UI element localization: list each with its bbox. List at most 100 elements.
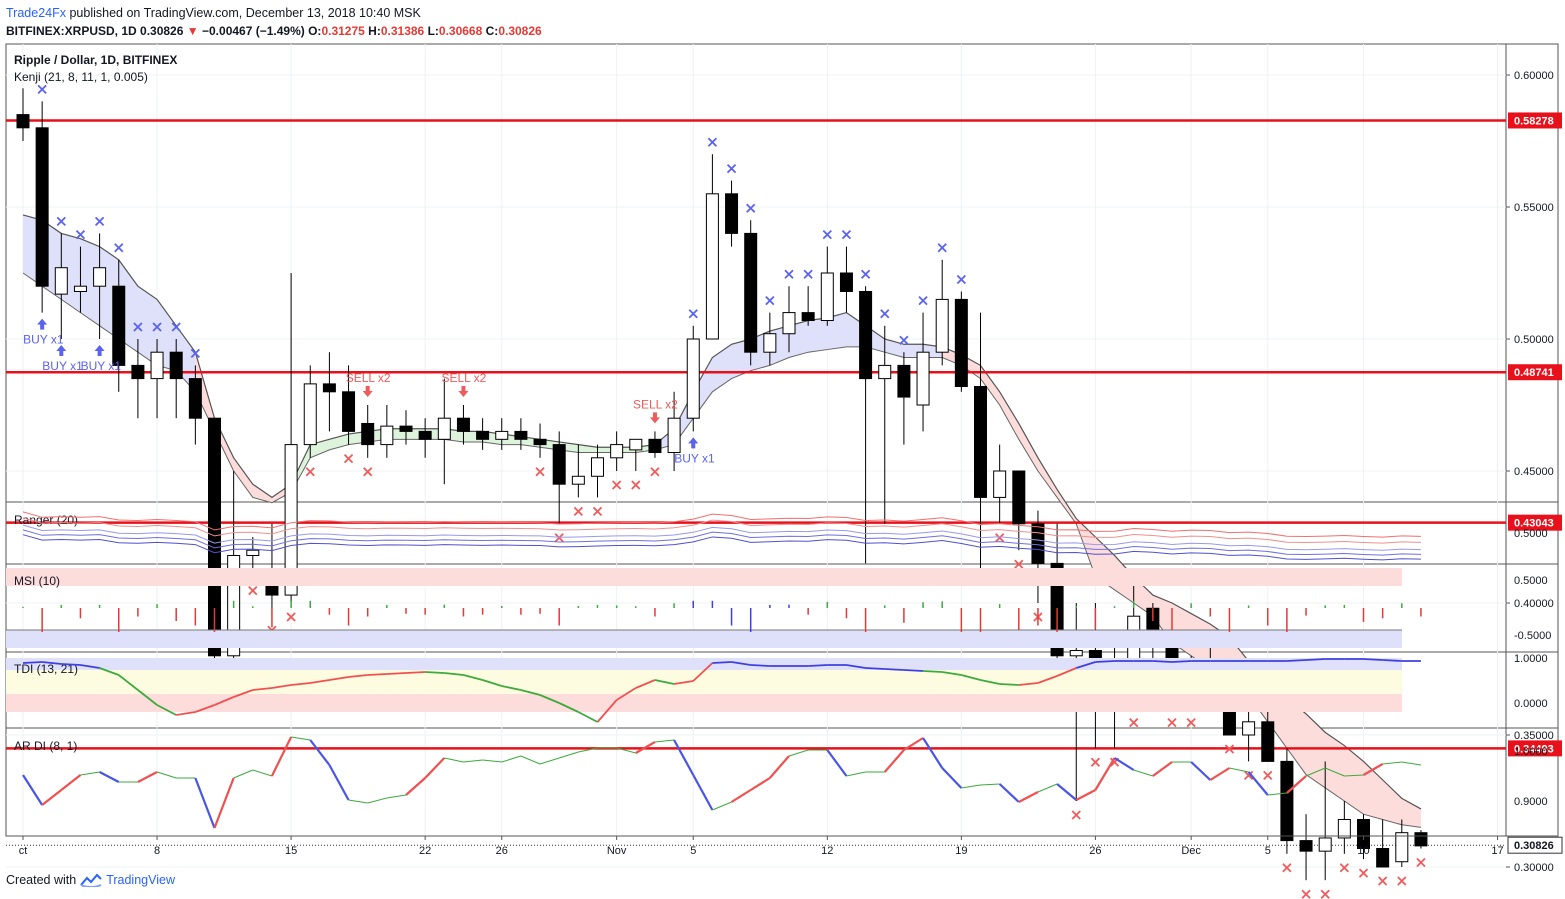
tdi-mid-zone: [6, 670, 1402, 694]
sell-cross-marker: [995, 533, 1005, 543]
sell-cross-marker: [1014, 559, 1024, 569]
sell-signal-label: SELL x2: [633, 397, 678, 411]
ardi-line-segment: [903, 737, 924, 751]
tdi-line-segment: [692, 662, 714, 682]
level-label: 0.34493: [1514, 743, 1554, 755]
ardi-line-segment: [156, 771, 177, 779]
candle-body: [878, 364, 892, 380]
y-tick-label: 0.60000: [1514, 70, 1554, 82]
kenji-cloud: [23, 214, 196, 392]
ardi-line-segment: [1018, 791, 1039, 803]
ardi-line-segment: [424, 757, 446, 779]
y-tick-label: 0.40000: [1514, 598, 1554, 610]
ardi-line-segment: [291, 736, 311, 741]
buy-cross-marker: [190, 348, 200, 359]
sell-cross-marker: [650, 467, 660, 477]
ardi-line-segment: [367, 797, 387, 804]
sell-cross-marker: [1397, 876, 1407, 886]
candle-body: [208, 417, 221, 657]
open-label: O:: [308, 24, 322, 38]
level-tag: [1508, 740, 1562, 757]
sell-cross-marker: [1224, 744, 1235, 754]
tdi-line-segment: [558, 702, 579, 713]
symbol-line: BITFINEX:XRPUSD, 1D 0.30826 ▼ −0.00467 (…: [6, 22, 542, 40]
ardi-line-segment: [348, 799, 368, 804]
candle-body: [418, 430, 432, 440]
x-tick-label: 17: [1491, 845, 1503, 857]
ardi-line-segment: [328, 764, 350, 801]
tdi-line-segment: [329, 676, 349, 681]
high-label: H:: [368, 24, 381, 38]
x-tick-label: 22: [419, 845, 431, 857]
y-tick-label: 0.9000: [1514, 796, 1548, 808]
price-pane[interactable]: 0.60000 0.55000 0.50000 0.45000 0.40000 0.350…: [6, 53, 1563, 899]
buy-cross-marker: [688, 309, 698, 319]
buy-arrow-icon: [688, 437, 699, 449]
last-price: 0.30826: [140, 24, 184, 38]
down-arrow-icon: ▼: [186, 24, 199, 38]
buy-cross-marker: [56, 216, 66, 227]
kenji-cloud: [942, 346, 1421, 828]
ranger-line: [22, 524, 1421, 551]
tdi-lower-zone: [6, 694, 1402, 712]
candle-body: [744, 232, 758, 353]
created-with-text: Created with: [6, 873, 77, 887]
publisher-name[interactable]: Trade24Fx: [6, 6, 66, 20]
sell-cross-marker: [286, 612, 296, 622]
candle-body: [629, 438, 643, 451]
ardi-line-segment: [941, 767, 963, 789]
tdi-line-segment: [539, 694, 560, 704]
publish-line: Trade24Fx published on TradingView.com, …: [6, 4, 542, 22]
buy-cross-marker: [956, 274, 966, 285]
x-tick-label: 15: [285, 845, 297, 857]
ardi-line-segment: [750, 777, 771, 791]
tdi-line-segment: [942, 671, 962, 676]
ardi-line-segment: [233, 769, 253, 779]
buy-cross-marker: [707, 137, 718, 147]
tdi-line-segment: [463, 674, 483, 681]
tdi-line-segment: [444, 672, 464, 676]
ardi-line-segment: [730, 789, 752, 803]
ardi-line-segment: [539, 757, 560, 765]
tdi-line-segment: [176, 711, 196, 716]
tradingview-brand[interactable]: TradingView: [106, 873, 175, 887]
tdi-line-segment: [884, 668, 904, 671]
tdi-line-segment: [1095, 660, 1115, 663]
y-tick-label: 0.55000: [1514, 202, 1554, 214]
candle-body: [667, 417, 681, 454]
last-price-tag: [1507, 836, 1563, 854]
ardi-line-segment: [1305, 767, 1326, 777]
candle-body: [974, 386, 987, 498]
tdi-line-segment: [1018, 682, 1039, 686]
tdi-line-segment: [80, 664, 100, 669]
buy-cross-marker: [784, 269, 794, 279]
price-scale-box: [1505, 43, 1559, 837]
time-axis[interactable]: ct 8 15 22 26 Nov 5 12 19 26 Dec 5 10 17: [6, 835, 1558, 857]
tdi-line-segment: [118, 674, 139, 691]
candle-body: [476, 430, 490, 440]
sell-cross-marker: [612, 480, 622, 490]
sell-cross-marker: [1358, 868, 1369, 878]
ardi-line-segment: [1401, 761, 1422, 766]
ardi-line-segment: [922, 737, 944, 769]
y-tick-label: 0.35000: [1514, 730, 1554, 742]
tdi-line-segment: [520, 689, 541, 696]
tdi-line-segment: [482, 679, 503, 687]
ardi-line-segment: [980, 783, 1000, 786]
ardi-line-segment: [463, 759, 483, 763]
tdi-upper-zone: [6, 658, 1402, 670]
ardi-line-segment: [1362, 763, 1384, 776]
candle-body: [495, 430, 509, 440]
tdi-line-segment: [386, 672, 407, 675]
x-tick-label: Dec: [1181, 845, 1201, 857]
buy-cross-marker: [114, 243, 124, 253]
ardi-line-segment: [501, 755, 522, 763]
ardi-line-segment: [309, 739, 331, 766]
ardi-line-segment: [1247, 771, 1269, 796]
buy-cross-marker: [841, 229, 852, 240]
tdi-line-segment: [961, 674, 981, 681]
candle-body: [93, 267, 107, 287]
buy-cross-marker: [880, 309, 890, 319]
sell-cross-marker: [1320, 889, 1330, 899]
